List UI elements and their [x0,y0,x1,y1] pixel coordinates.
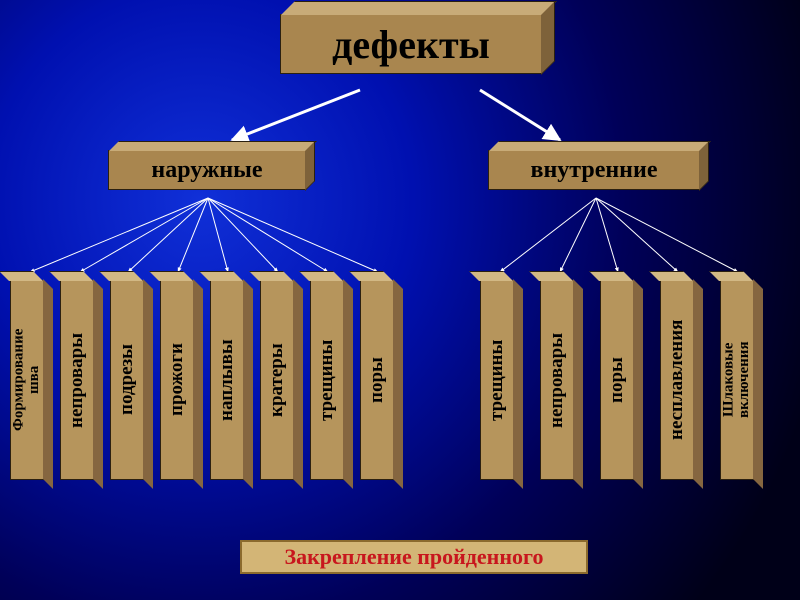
leaf-bar-label: наплывы [217,339,237,421]
leaf-bar-internal: непровары [540,280,574,480]
leaf-bar-label: Шлаковые включения [721,342,753,419]
leaf-bar-internal: поры [600,280,634,480]
leaf-bar-external: трещины [310,280,344,480]
leaf-bar-label: трещины [487,339,507,420]
branch-node-right: внутренние [488,150,700,190]
branch-node-label: внутренние [530,157,657,184]
leaf-bar-label: непровары [547,332,567,427]
leaf-bar-label: поры [367,357,387,403]
footer-caption: Закрепление пройденного [240,540,588,574]
leaf-bar-label: Формирование шва [11,329,43,431]
leaf-bar-external: Формирование шва [10,280,44,480]
leaf-bar-label: поры [607,357,627,403]
leaf-bar-label: несплавления [667,320,687,440]
branch-node-left: наружные [108,150,306,190]
root-node-label: дефекты [332,21,490,68]
leaf-bar-internal: Шлаковые включения [720,280,754,480]
leaf-bar-label: трещины [317,339,337,420]
leaf-bar-external: кратеры [260,280,294,480]
diagram-stage: дефекты наружные внутренние Формирование … [0,0,800,600]
leaf-bar-external: подрезы [110,280,144,480]
leaf-bar-external: поры [360,280,394,480]
leaf-bar-internal: трещины [480,280,514,480]
leaf-bar-internal: несплавления [660,280,694,480]
leaf-bar-external: прожоги [160,280,194,480]
leaf-bar-label: подрезы [117,345,137,416]
root-node-defects: дефекты [280,14,542,74]
branch-node-label: наружные [151,157,262,184]
leaf-bar-label: прожоги [167,344,187,417]
leaf-bar-label: непровары [67,332,87,427]
leaf-bar-label: кратеры [267,343,287,417]
footer-caption-label: Закрепление пройденного [285,544,544,570]
leaf-bar-external: наплывы [210,280,244,480]
leaf-bar-external: непровары [60,280,94,480]
